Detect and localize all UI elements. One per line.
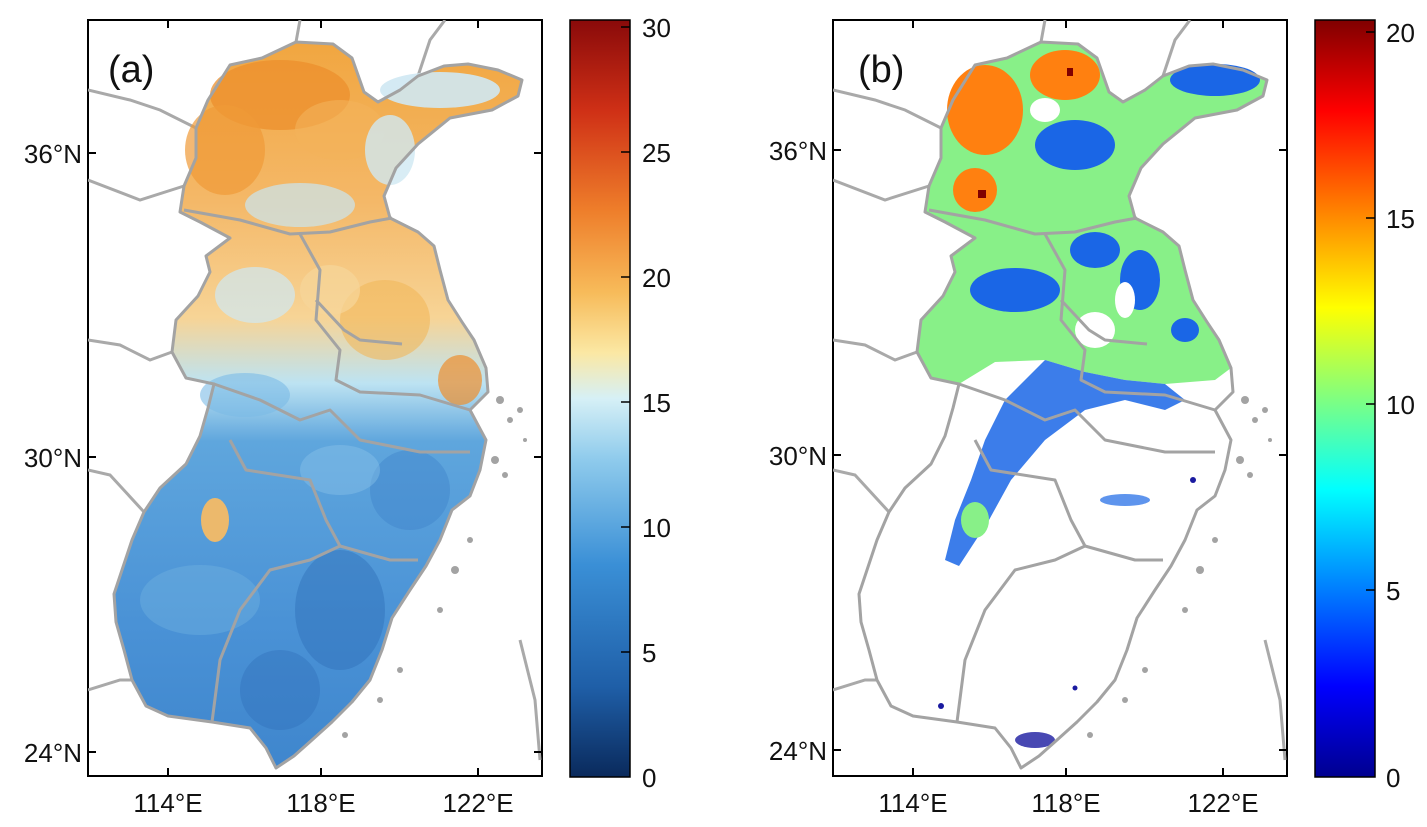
panel-b-colorbar-tick: 20 <box>1386 18 1415 48</box>
panel-a-colorbar: 30 25 20 15 10 5 0 <box>570 13 671 793</box>
panel-b-x-tick-114e: 114°E <box>878 788 947 818</box>
panel-a-y-tick-24n: 24°N <box>24 738 82 768</box>
panel-b-colorbar-tick: 5 <box>1386 576 1400 606</box>
panel-b-colorbar-gradient <box>1315 20 1375 777</box>
panel-a-label: (a) <box>108 49 154 91</box>
panel-a-colorbar-tick: 25 <box>642 138 671 168</box>
panel-b: (b) 36°N 30°N 24°N 114°E 118°E 122°E 20 … <box>769 18 1415 818</box>
panel-b-y-tick-24n: 24°N <box>769 736 827 766</box>
panel-a-colorbar-tick: 30 <box>642 13 671 43</box>
panel-b-colorbar: 20 15 10 5 0 <box>1315 18 1415 793</box>
panel-b-colorbar-tick: 0 <box>1386 763 1400 793</box>
panel-b-label: (b) <box>858 49 904 91</box>
panel-a-colorbar-tick: 15 <box>642 388 671 418</box>
panel-b-colorbar-tick: 10 <box>1386 390 1415 420</box>
panel-a-colorbar-tick: 5 <box>642 638 656 668</box>
panel-a-colorbar-tick: 20 <box>642 263 671 293</box>
panel-a-y-tick-36n: 36°N <box>24 139 82 169</box>
panel-b-y-tick-36n: 36°N <box>769 136 827 166</box>
panel-b-colorbar-tick: 15 <box>1386 204 1415 234</box>
panel-a-y-tick-30n: 30°N <box>24 443 82 473</box>
panel-b-y-tick-30n: 30°N <box>769 441 827 471</box>
panel-a-x-tick-118e: 118°E <box>286 788 355 818</box>
panel-b-x-tick-118e: 118°E <box>1031 788 1100 818</box>
panel-a-x-tick-122e: 122°E <box>442 788 513 818</box>
panel-a-x-tick-114e: 114°E <box>133 788 202 818</box>
panel-b-x-tick-122e: 122°E <box>1187 788 1258 818</box>
panel-a-colorbar-tick: 0 <box>642 763 656 793</box>
panel-a-colorbar-tick: 10 <box>642 513 671 543</box>
panel-a-colorbar-gradient <box>570 20 630 777</box>
panel-a: (a) 36°N 30°N 24°N 114°E 118°E 122°E 30 … <box>24 13 671 818</box>
